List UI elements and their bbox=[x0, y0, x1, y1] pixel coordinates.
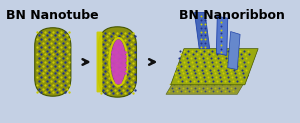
FancyBboxPatch shape bbox=[98, 27, 136, 97]
FancyBboxPatch shape bbox=[97, 32, 102, 92]
Polygon shape bbox=[216, 16, 228, 55]
Polygon shape bbox=[171, 49, 258, 85]
Polygon shape bbox=[166, 75, 249, 94]
Text: BN Nanoribbon: BN Nanoribbon bbox=[178, 9, 284, 22]
Ellipse shape bbox=[111, 39, 126, 85]
FancyBboxPatch shape bbox=[35, 28, 71, 96]
Polygon shape bbox=[228, 32, 240, 70]
Polygon shape bbox=[194, 13, 210, 49]
Text: BN Nanotube: BN Nanotube bbox=[7, 9, 99, 22]
